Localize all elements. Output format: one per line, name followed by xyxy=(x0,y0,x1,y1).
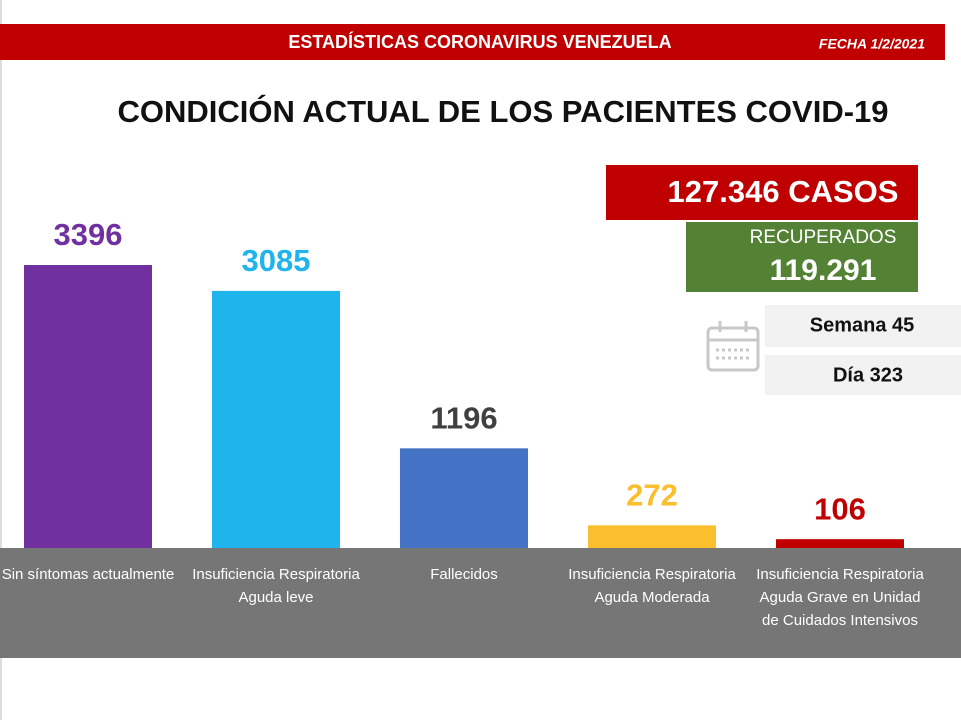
week-box xyxy=(765,305,961,347)
chart-title: CONDICIÓN ACTUAL DE LOS PACIENTES COVID-… xyxy=(117,93,888,129)
category-label: Fallecidos xyxy=(430,566,498,583)
calendar-icon xyxy=(706,321,760,372)
value-label: 3396 xyxy=(54,217,123,252)
day: Día 323 xyxy=(833,364,903,386)
category-label: Insuficiencia Respiratoria Aguda Grave e… xyxy=(756,566,924,629)
category-label: Insuficiencia Respiratoria Aguda Moderad… xyxy=(568,566,736,606)
category-label: Sin síntomas actualmente xyxy=(1,566,175,583)
week: Semana 45 xyxy=(810,314,915,336)
bar xyxy=(776,539,904,548)
recovered-box xyxy=(686,222,918,292)
cases: 127.346 CASOS xyxy=(668,174,899,209)
bar xyxy=(588,525,716,548)
bar xyxy=(212,290,340,548)
bar xyxy=(400,448,528,548)
banner xyxy=(0,24,945,60)
recovered-value: 119.291 xyxy=(770,254,877,287)
value-label: 106 xyxy=(814,491,866,526)
value-label: 272 xyxy=(626,478,678,513)
category-band xyxy=(0,548,961,658)
banner-text: ESTADÍSTICAS CORONAVIRUS VENEZUELA xyxy=(288,31,671,52)
value-label: 3085 xyxy=(242,243,311,278)
day-box xyxy=(765,355,961,395)
category-label: Insuficiencia Respiratoria Aguda leve xyxy=(192,566,360,606)
date: FECHA 1/2/2021 xyxy=(819,36,925,52)
recovered-label: RECUPERADOS xyxy=(750,227,897,248)
cases-box xyxy=(606,165,918,220)
bar xyxy=(24,265,152,548)
value-label: 1196 xyxy=(430,401,497,436)
